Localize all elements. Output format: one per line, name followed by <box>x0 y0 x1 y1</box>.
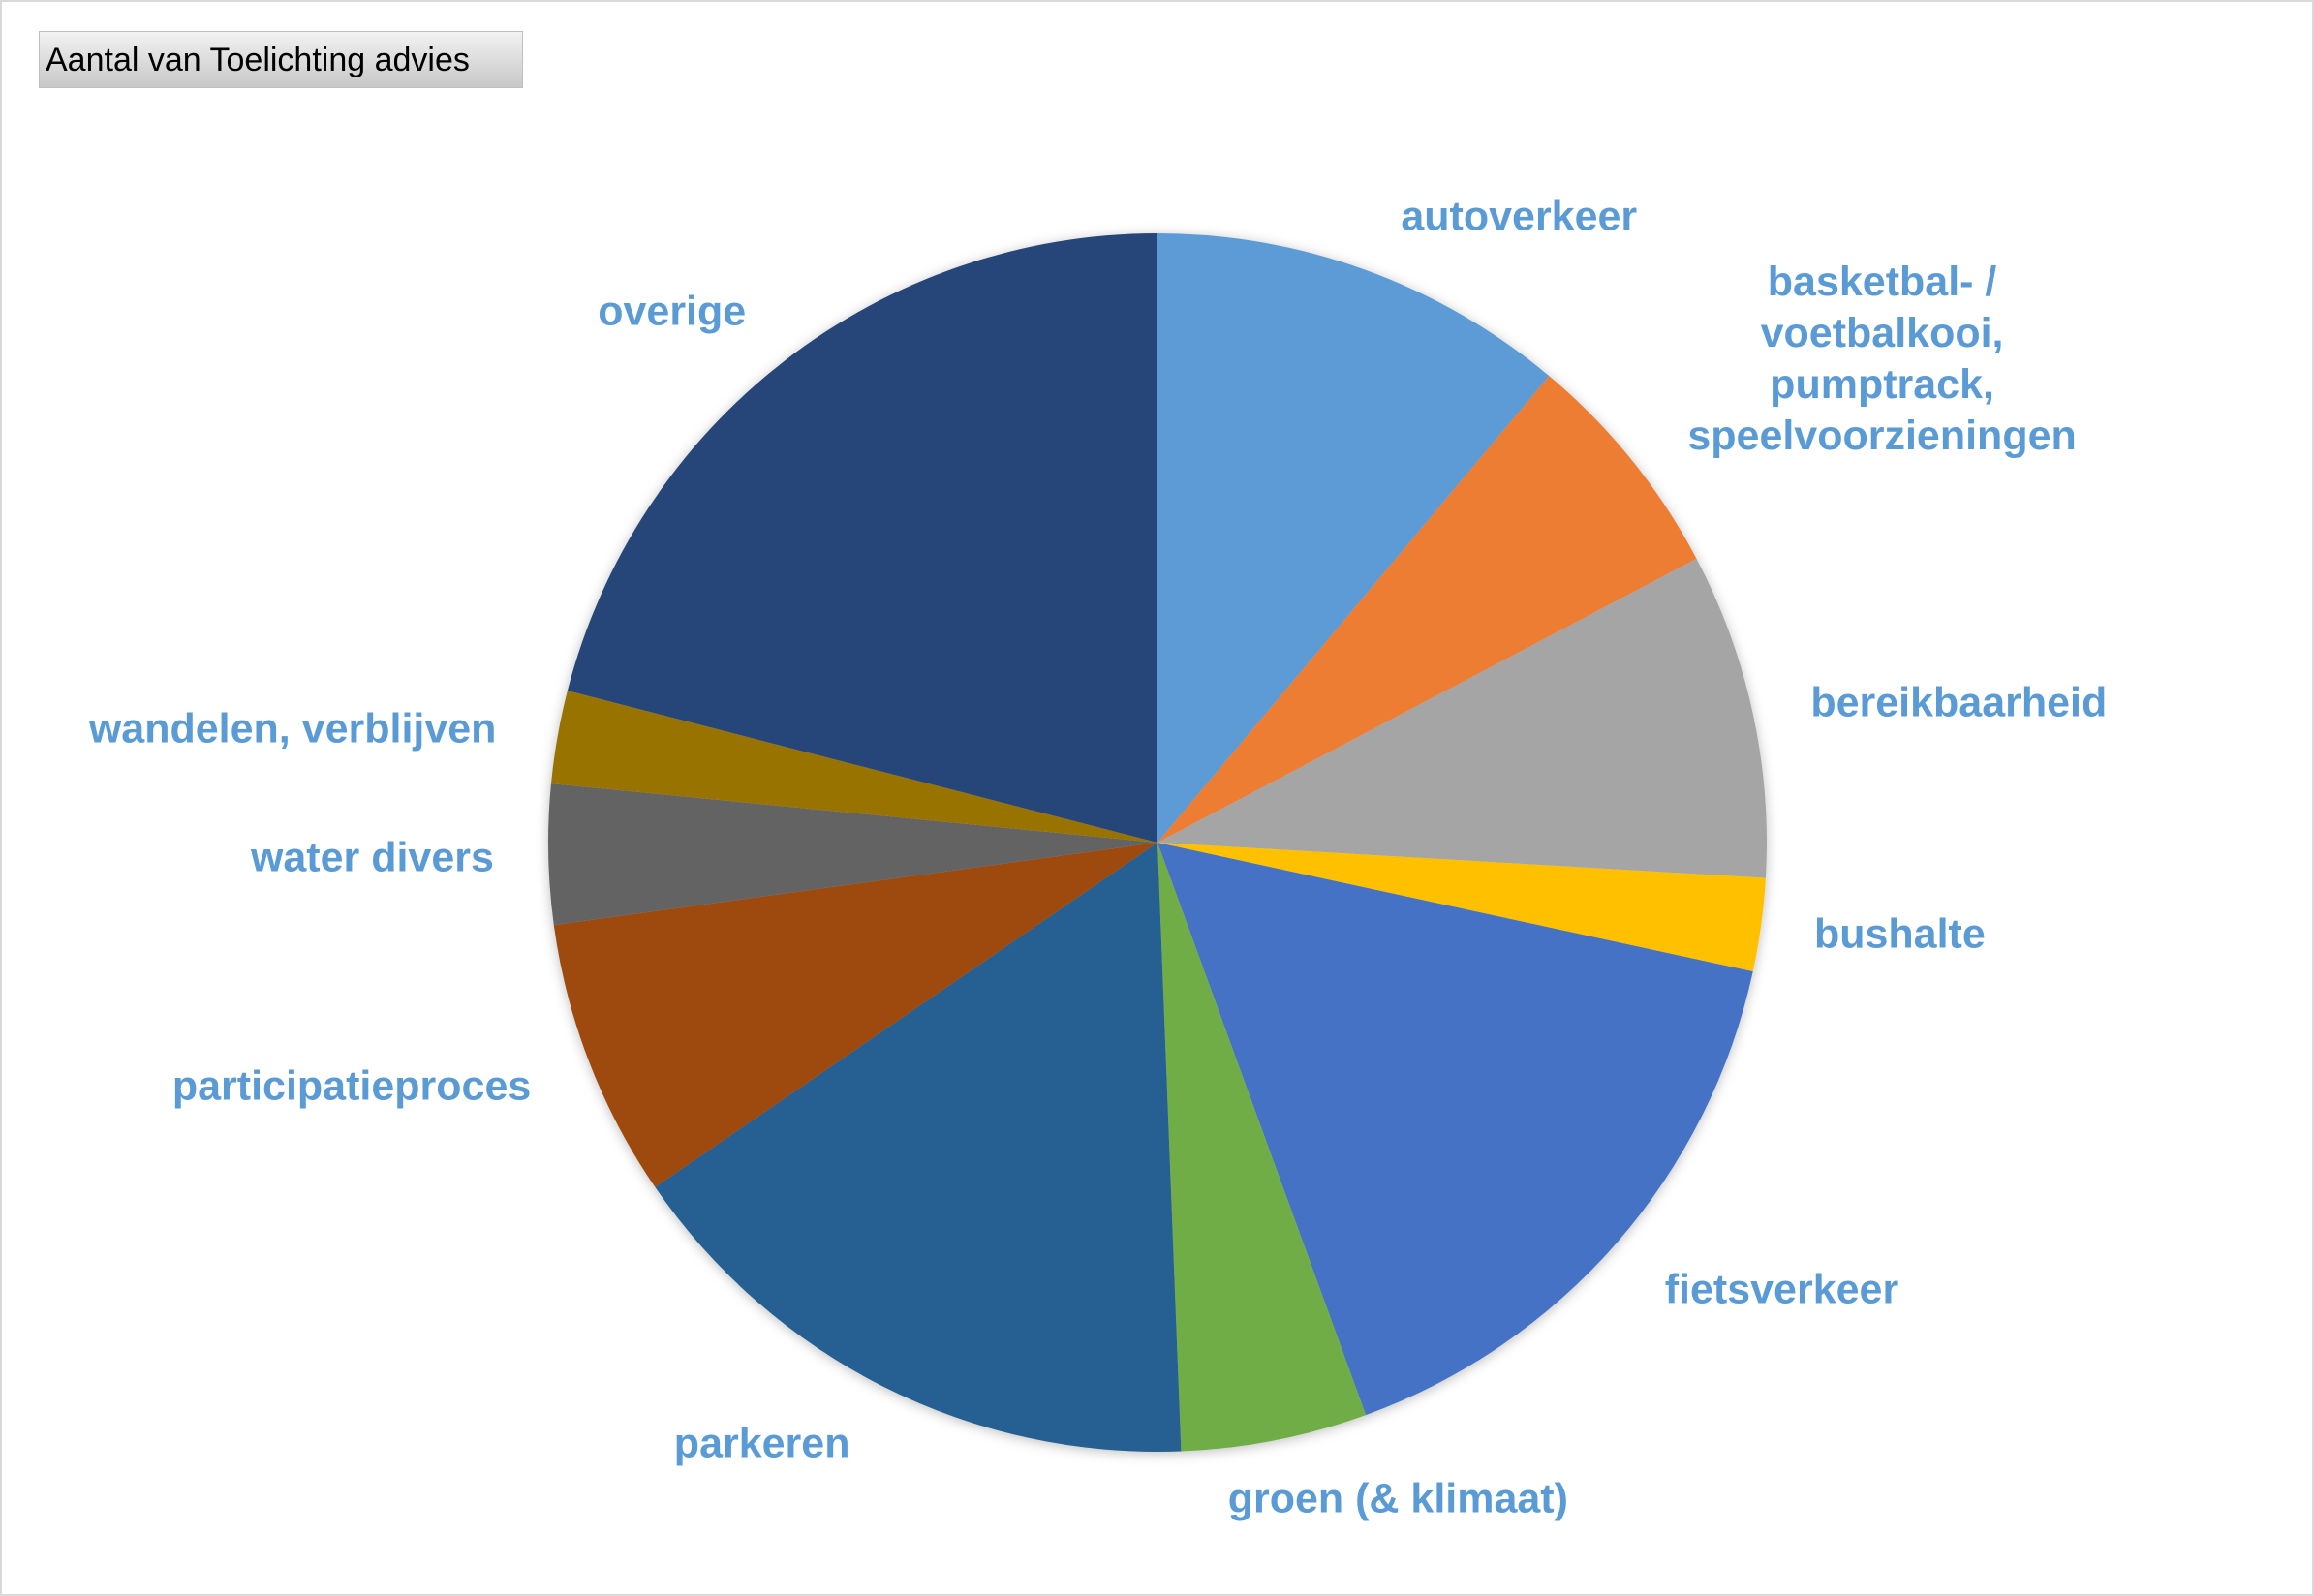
slice-label: autoverkeer <box>1401 193 1638 240</box>
pie-slice <box>553 843 1157 1187</box>
pie-slice <box>1157 558 1767 878</box>
pie-slice <box>1157 843 1367 1452</box>
slice-label: parkeren <box>673 1420 850 1467</box>
pie <box>548 232 1767 1452</box>
pie-slice <box>567 232 1157 843</box>
pie-slice <box>1157 233 1550 843</box>
slice-label: groen (& klimaat) <box>1227 1475 1568 1522</box>
slice-label: basketbal- / voetbalkooi, pumptrack, spe… <box>1687 258 2077 459</box>
slice-label: overige <box>598 288 747 335</box>
pie-slice <box>1157 843 1766 972</box>
pie-slice <box>548 783 1157 926</box>
pie-slice <box>1157 376 1697 843</box>
slice-label: wandelen, verblijven <box>88 705 497 752</box>
slice-label: fietsverkeer <box>1664 1266 1899 1313</box>
slice-label: bushalte <box>1813 910 1986 958</box>
pie-slice <box>1157 843 1753 1416</box>
pie-slice <box>550 691 1157 843</box>
chart-title: Aantal van Toelichting advies <box>39 31 523 88</box>
slice-label: participatieproces <box>171 1062 532 1110</box>
pie-slice <box>655 843 1182 1452</box>
slice-label: bereikbaarheid <box>1810 679 2108 726</box>
slice-label: water divers <box>250 834 494 881</box>
